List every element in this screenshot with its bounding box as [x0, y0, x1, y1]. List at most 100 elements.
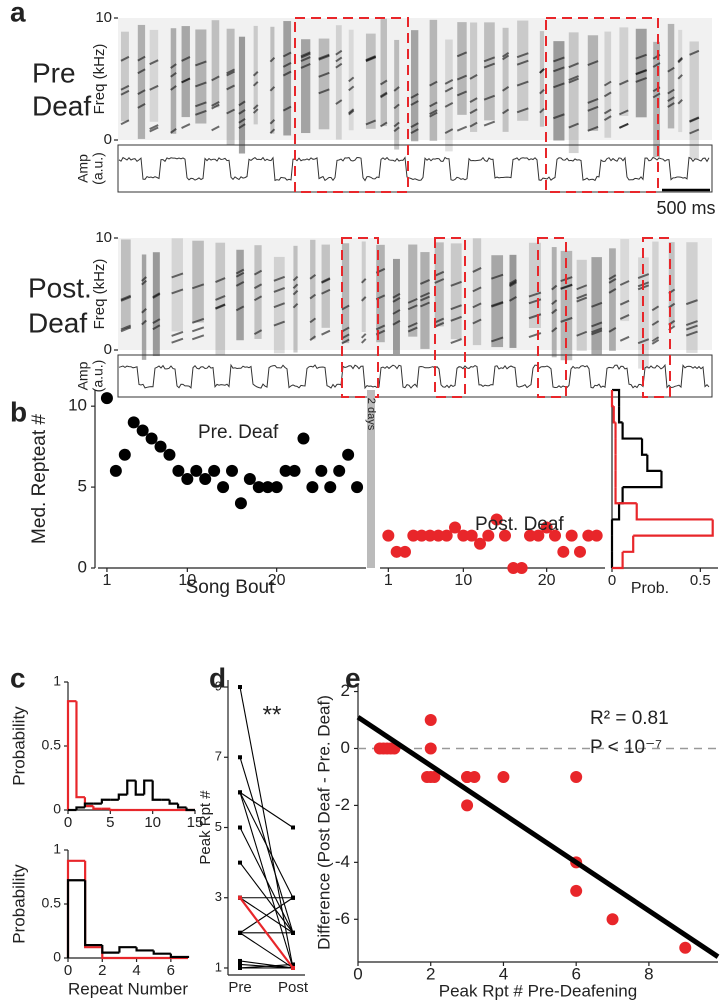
x-tick-label: Post	[278, 979, 309, 996]
point	[606, 913, 619, 926]
formant	[560, 316, 573, 323]
formant	[152, 318, 161, 325]
hist-step	[617, 406, 623, 424]
point	[399, 545, 411, 558]
formant	[491, 301, 504, 308]
syllable	[376, 244, 385, 343]
syllable	[380, 18, 387, 127]
formant	[603, 108, 612, 115]
hist-step	[619, 487, 624, 505]
point	[172, 464, 185, 477]
point	[127, 416, 140, 429]
formant	[253, 329, 263, 335]
formant	[509, 295, 517, 302]
point	[118, 448, 131, 461]
syllable	[310, 239, 316, 340]
formant	[568, 77, 579, 84]
formant	[668, 302, 676, 309]
formant	[235, 271, 245, 278]
x-tick-label: 0	[64, 962, 72, 979]
point	[565, 529, 578, 542]
formant	[677, 56, 683, 63]
formant	[553, 82, 565, 89]
formant	[181, 123, 191, 129]
hist-step	[151, 780, 162, 801]
highlight-box	[294, 17, 409, 193]
syllable	[472, 238, 482, 346]
amp-trace	[118, 156, 710, 182]
hist-step	[612, 551, 624, 570]
formant	[194, 101, 207, 108]
formant	[429, 111, 438, 118]
formant	[171, 337, 184, 344]
syllable	[181, 26, 190, 118]
highlight-box	[341, 237, 379, 398]
formant	[171, 330, 184, 337]
point	[407, 529, 420, 542]
formant	[235, 305, 245, 312]
y-axis-label: Difference (Post Deaf - Pre. Deaf)	[314, 695, 333, 950]
y-tick-label: -4	[335, 852, 350, 871]
formant	[450, 304, 462, 311]
formant	[469, 108, 478, 115]
hist-step	[84, 880, 103, 947]
formant	[450, 280, 462, 287]
formant	[318, 54, 330, 61]
syllable	[491, 255, 504, 348]
formant	[539, 107, 545, 114]
syllable	[509, 254, 517, 348]
formant	[120, 326, 132, 333]
formant	[392, 292, 401, 299]
point	[449, 521, 461, 534]
formant	[429, 101, 438, 108]
point	[100, 392, 113, 405]
syllable	[365, 33, 376, 129]
formant	[120, 55, 130, 62]
pair-line	[239, 686, 294, 969]
syllable	[301, 39, 311, 134]
pair-marker	[238, 965, 242, 970]
formant	[618, 109, 629, 116]
formant	[685, 324, 698, 331]
formant	[300, 51, 311, 58]
formant	[483, 56, 496, 63]
formant	[348, 76, 355, 83]
formant	[341, 326, 350, 333]
formant	[483, 62, 496, 69]
syllable	[667, 23, 675, 129]
formant	[619, 280, 630, 286]
formant	[591, 329, 603, 336]
hist-step	[633, 519, 714, 537]
formant	[170, 72, 177, 78]
pair-marker	[291, 930, 295, 935]
point	[181, 473, 194, 485]
formant	[444, 101, 454, 108]
formant	[618, 123, 629, 129]
pair-marker	[291, 965, 295, 970]
formant	[141, 308, 147, 314]
formant	[282, 70, 292, 77]
formant	[215, 277, 226, 284]
hist-step	[84, 860, 103, 949]
syllable	[619, 27, 629, 116]
pair-marker	[238, 790, 242, 795]
formant	[587, 97, 599, 104]
formant	[472, 267, 482, 273]
point	[252, 481, 265, 494]
formant	[419, 291, 430, 298]
x-tick-label: 5	[106, 814, 114, 831]
formant	[149, 126, 159, 133]
formant	[194, 60, 207, 67]
point	[570, 770, 583, 783]
formant	[483, 94, 496, 101]
formant	[365, 55, 377, 61]
y-tick-label: 0	[341, 738, 350, 757]
formant	[235, 281, 245, 287]
x-tick-label: 0	[353, 964, 362, 983]
hist-step	[66, 700, 77, 810]
formant	[292, 289, 299, 296]
y-tick-label: 1	[53, 673, 61, 689]
formant	[434, 270, 445, 277]
hist-step	[614, 487, 637, 505]
